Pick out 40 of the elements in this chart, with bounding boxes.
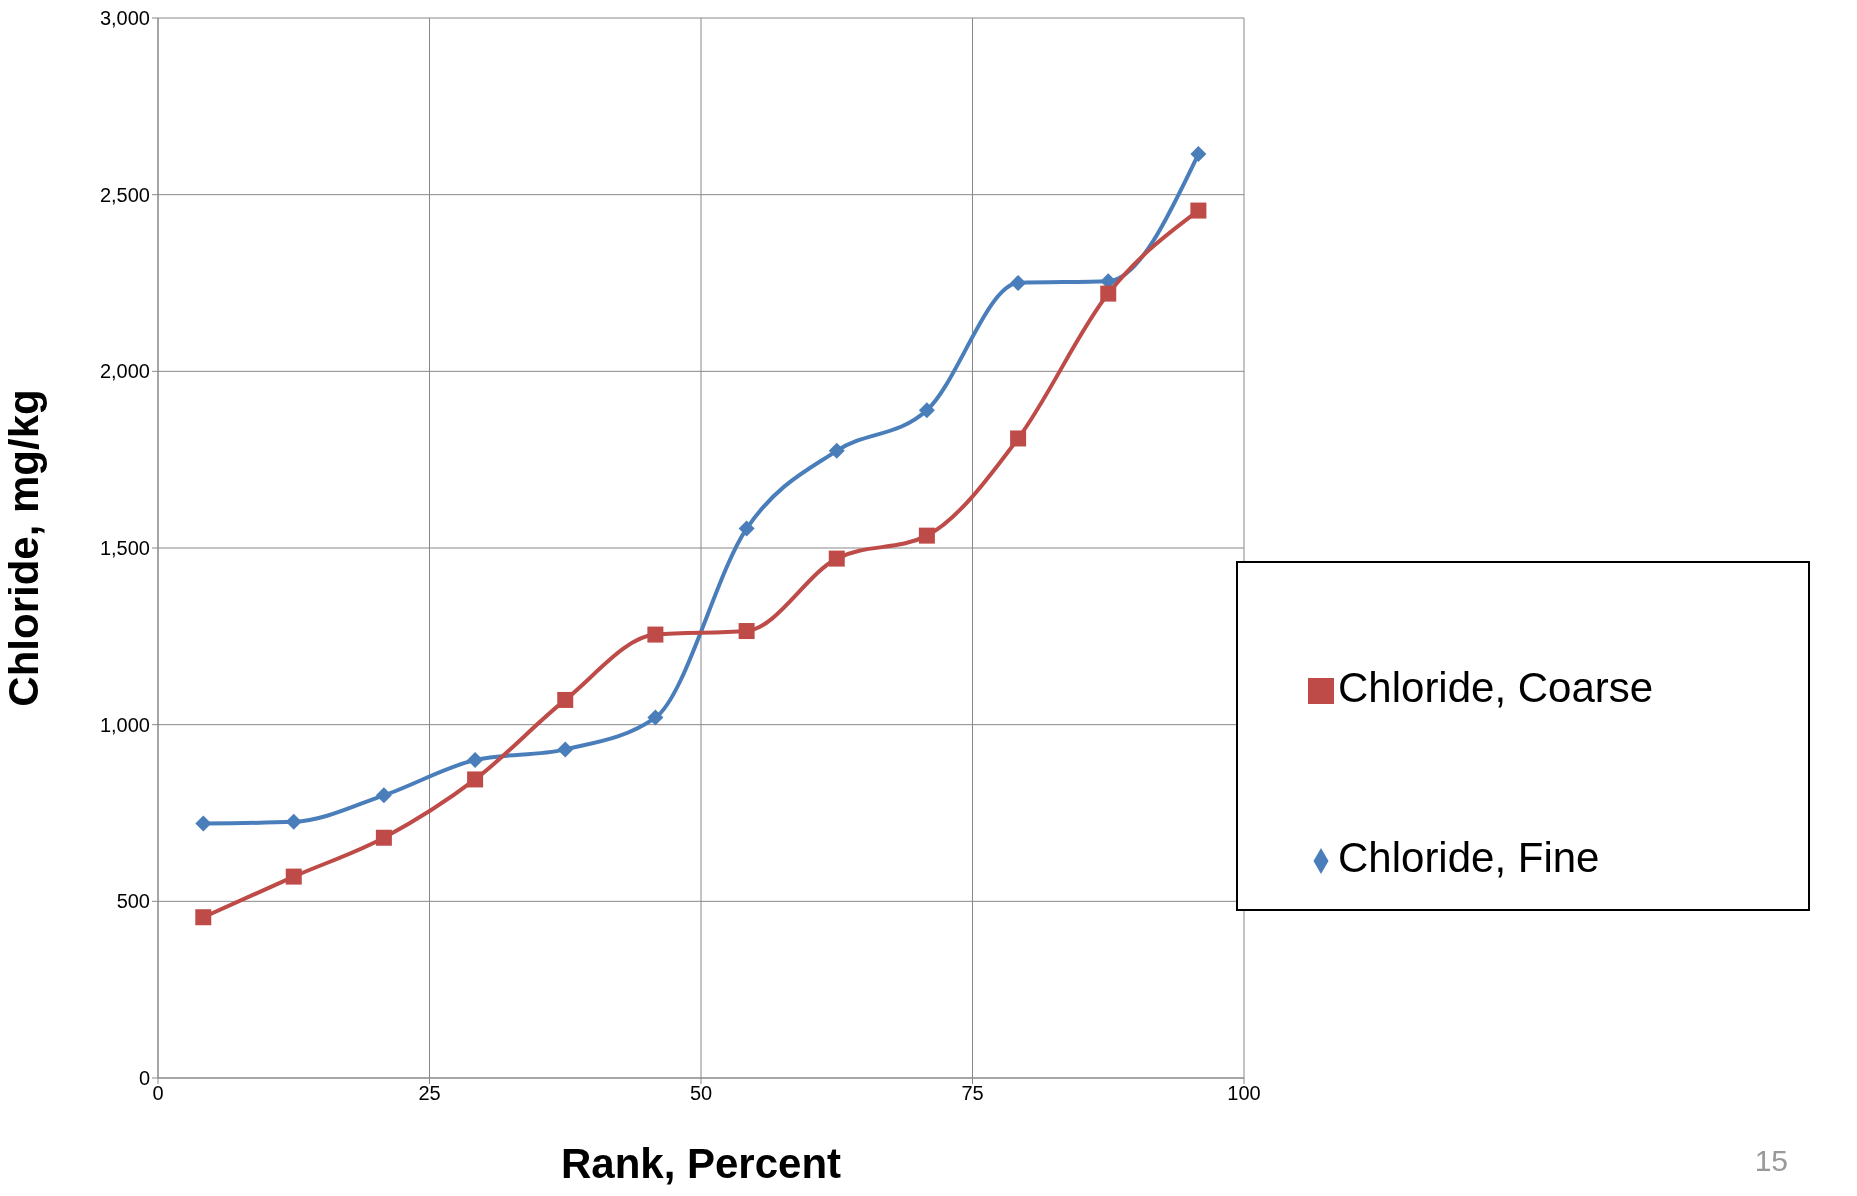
point bbox=[285, 868, 302, 885]
y-tick-label: 1,000 bbox=[99, 713, 150, 736]
point bbox=[1100, 285, 1117, 302]
x-tick-label: 25 bbox=[418, 1082, 441, 1105]
point bbox=[1190, 202, 1207, 219]
point bbox=[647, 626, 664, 643]
point bbox=[1010, 430, 1027, 447]
y-tick-label: 3,000 bbox=[99, 7, 150, 30]
point bbox=[375, 829, 392, 846]
point bbox=[195, 815, 212, 832]
point bbox=[195, 909, 212, 926]
point bbox=[375, 787, 392, 804]
y-axis-title: Chloride, mg/kg bbox=[0, 389, 47, 707]
point bbox=[738, 623, 755, 640]
point bbox=[918, 527, 935, 544]
point bbox=[557, 691, 574, 708]
legend-label: Chloride, Coarse bbox=[1338, 664, 1654, 711]
y-tick-label: 1,500 bbox=[99, 537, 150, 560]
y-tick-label: 0 bbox=[138, 1067, 150, 1090]
x-tick-label: 100 bbox=[1227, 1082, 1261, 1105]
point bbox=[285, 813, 302, 830]
point bbox=[467, 752, 484, 768]
y-tick-label: 500 bbox=[116, 890, 150, 913]
point bbox=[467, 771, 484, 788]
point bbox=[738, 520, 755, 537]
point bbox=[1190, 146, 1207, 163]
x-tick-label: 75 bbox=[961, 1082, 984, 1105]
point bbox=[557, 741, 574, 758]
point bbox=[918, 402, 935, 419]
point bbox=[1010, 275, 1027, 291]
x-tick-label: 0 bbox=[152, 1082, 164, 1105]
legend-label: Chloride, Fine bbox=[1338, 834, 1600, 881]
y-tick-label: 2,000 bbox=[99, 360, 150, 383]
text: 15 bbox=[1754, 1144, 1788, 1178]
point bbox=[647, 709, 664, 726]
point bbox=[828, 442, 845, 459]
y-tick-label: 2,500 bbox=[99, 183, 150, 206]
point bbox=[828, 550, 845, 567]
x-axis-title: Rank, Percent bbox=[560, 1140, 842, 1187]
x-tick-label: 50 bbox=[689, 1082, 713, 1105]
